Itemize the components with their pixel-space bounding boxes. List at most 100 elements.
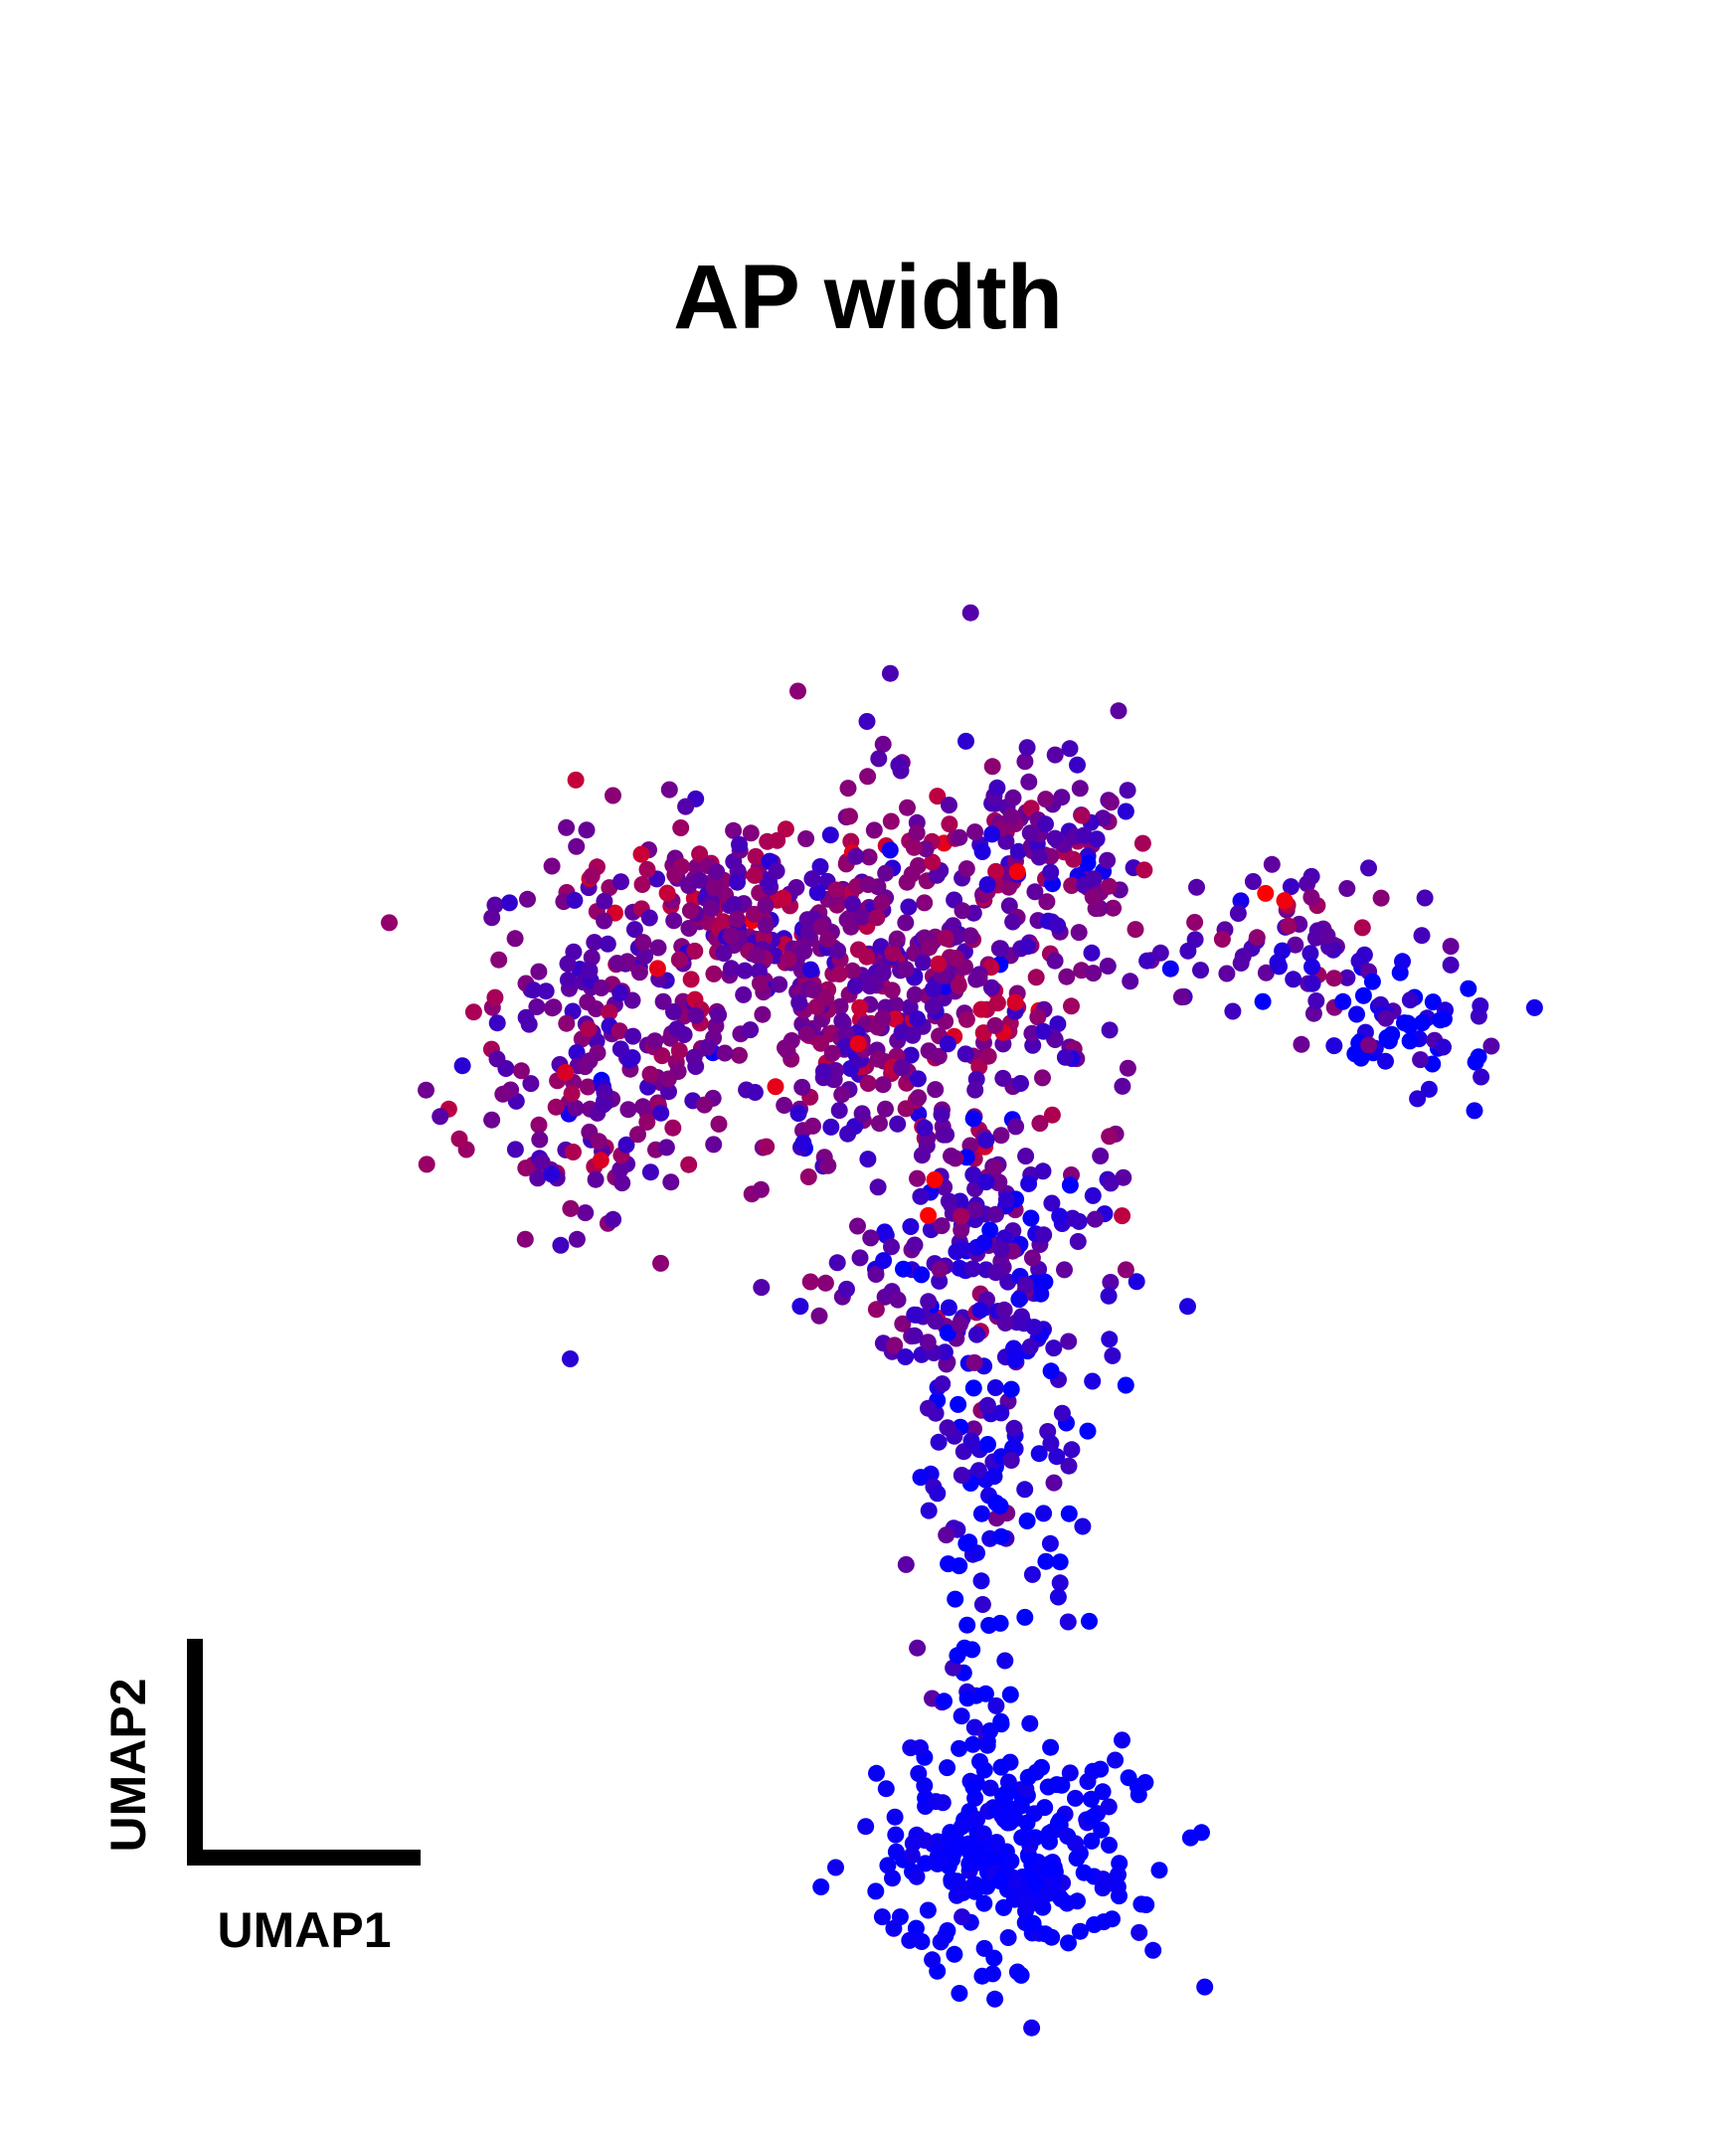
data-point xyxy=(564,1085,581,1102)
data-point xyxy=(957,733,974,750)
chart-title: AP width xyxy=(673,247,1063,348)
data-point xyxy=(1026,883,1043,900)
data-point-high xyxy=(920,1207,937,1224)
data-point xyxy=(987,1206,1004,1223)
data-point xyxy=(803,870,820,887)
data-point xyxy=(913,1266,930,1283)
data-point xyxy=(490,952,507,969)
data-point xyxy=(650,940,667,957)
data-point xyxy=(966,823,983,840)
data-point xyxy=(596,913,612,930)
data-point xyxy=(790,1105,807,1122)
data-point xyxy=(941,797,957,813)
data-point xyxy=(953,1240,969,1257)
data-point xyxy=(691,872,708,889)
data-point xyxy=(1022,1210,1039,1227)
data-point xyxy=(1245,873,1262,890)
data-point xyxy=(552,1237,569,1254)
data-point xyxy=(1010,1291,1027,1308)
data-point xyxy=(1087,1211,1104,1228)
data-point xyxy=(1080,1773,1097,1790)
data-point xyxy=(971,1302,988,1319)
data-point xyxy=(1118,803,1134,820)
data-point xyxy=(699,1039,716,1056)
data-point xyxy=(966,1354,983,1371)
data-point xyxy=(997,1315,1014,1332)
data-point xyxy=(1120,782,1136,799)
data-point xyxy=(795,943,812,960)
data-point xyxy=(882,665,899,682)
data-point xyxy=(804,1118,821,1135)
data-point xyxy=(907,1328,924,1344)
data-point xyxy=(921,1503,938,1519)
data-point xyxy=(486,897,503,914)
data-point xyxy=(950,1872,966,1889)
data-point xyxy=(558,1015,575,1032)
data-point xyxy=(890,1292,907,1309)
data-point xyxy=(1107,1752,1124,1769)
data-point xyxy=(829,1254,846,1271)
data-point xyxy=(925,998,942,1015)
data-point xyxy=(1004,914,1021,931)
data-point xyxy=(1436,1010,1453,1027)
data-point xyxy=(1118,1377,1134,1394)
data-point xyxy=(579,821,596,838)
data-point xyxy=(642,1163,659,1180)
data-point xyxy=(873,894,890,911)
data-point xyxy=(1048,1776,1065,1793)
data-point xyxy=(1192,962,1209,979)
data-point xyxy=(1377,1010,1394,1027)
data-point xyxy=(958,1617,975,1634)
data-point xyxy=(1144,1942,1161,1959)
data-point xyxy=(566,892,583,909)
data-point xyxy=(680,1157,697,1173)
data-point xyxy=(1409,1090,1426,1107)
data-point xyxy=(904,1847,921,1864)
data-point xyxy=(1084,1373,1101,1390)
data-point xyxy=(1019,739,1036,756)
data-point xyxy=(1067,1835,1084,1852)
data-point xyxy=(1003,1381,1020,1398)
data-point xyxy=(917,1832,934,1849)
data-point xyxy=(941,815,957,832)
data-point xyxy=(1224,1003,1241,1020)
data-point xyxy=(1471,1048,1487,1065)
data-point xyxy=(898,1100,915,1117)
data-point xyxy=(1103,794,1120,810)
data-point xyxy=(659,885,676,902)
data-point xyxy=(1003,1452,1020,1469)
data-point xyxy=(661,782,678,799)
data-point xyxy=(1151,1862,1168,1878)
data-point xyxy=(705,966,722,982)
data-point xyxy=(655,993,672,1010)
data-point-high xyxy=(1277,892,1294,909)
data-point xyxy=(1000,1929,1017,1946)
data-point xyxy=(909,1010,926,1027)
data-point xyxy=(993,1241,1010,1258)
data-point xyxy=(957,1535,974,1552)
data-point xyxy=(1065,851,1082,868)
data-point xyxy=(893,1059,910,1076)
data-point xyxy=(1035,1023,1052,1040)
data-point xyxy=(1348,1006,1365,1023)
data-point xyxy=(1414,1014,1431,1031)
data-point xyxy=(1264,856,1281,873)
data-point xyxy=(686,1049,703,1066)
data-point xyxy=(664,1120,681,1137)
data-point xyxy=(954,1707,970,1724)
data-point xyxy=(948,950,964,967)
data-point xyxy=(951,829,967,846)
data-point xyxy=(652,1105,669,1122)
data-point xyxy=(753,1279,770,1296)
data-point xyxy=(954,1908,970,1925)
data-point xyxy=(1080,854,1097,871)
data-point xyxy=(1092,1761,1109,1778)
data-point xyxy=(781,951,797,968)
data-point xyxy=(790,994,807,1011)
data-point xyxy=(1173,988,1190,1005)
data-point xyxy=(867,1882,884,1899)
data-point xyxy=(909,1170,926,1187)
data-point xyxy=(1460,980,1476,997)
data-point xyxy=(1101,878,1118,895)
